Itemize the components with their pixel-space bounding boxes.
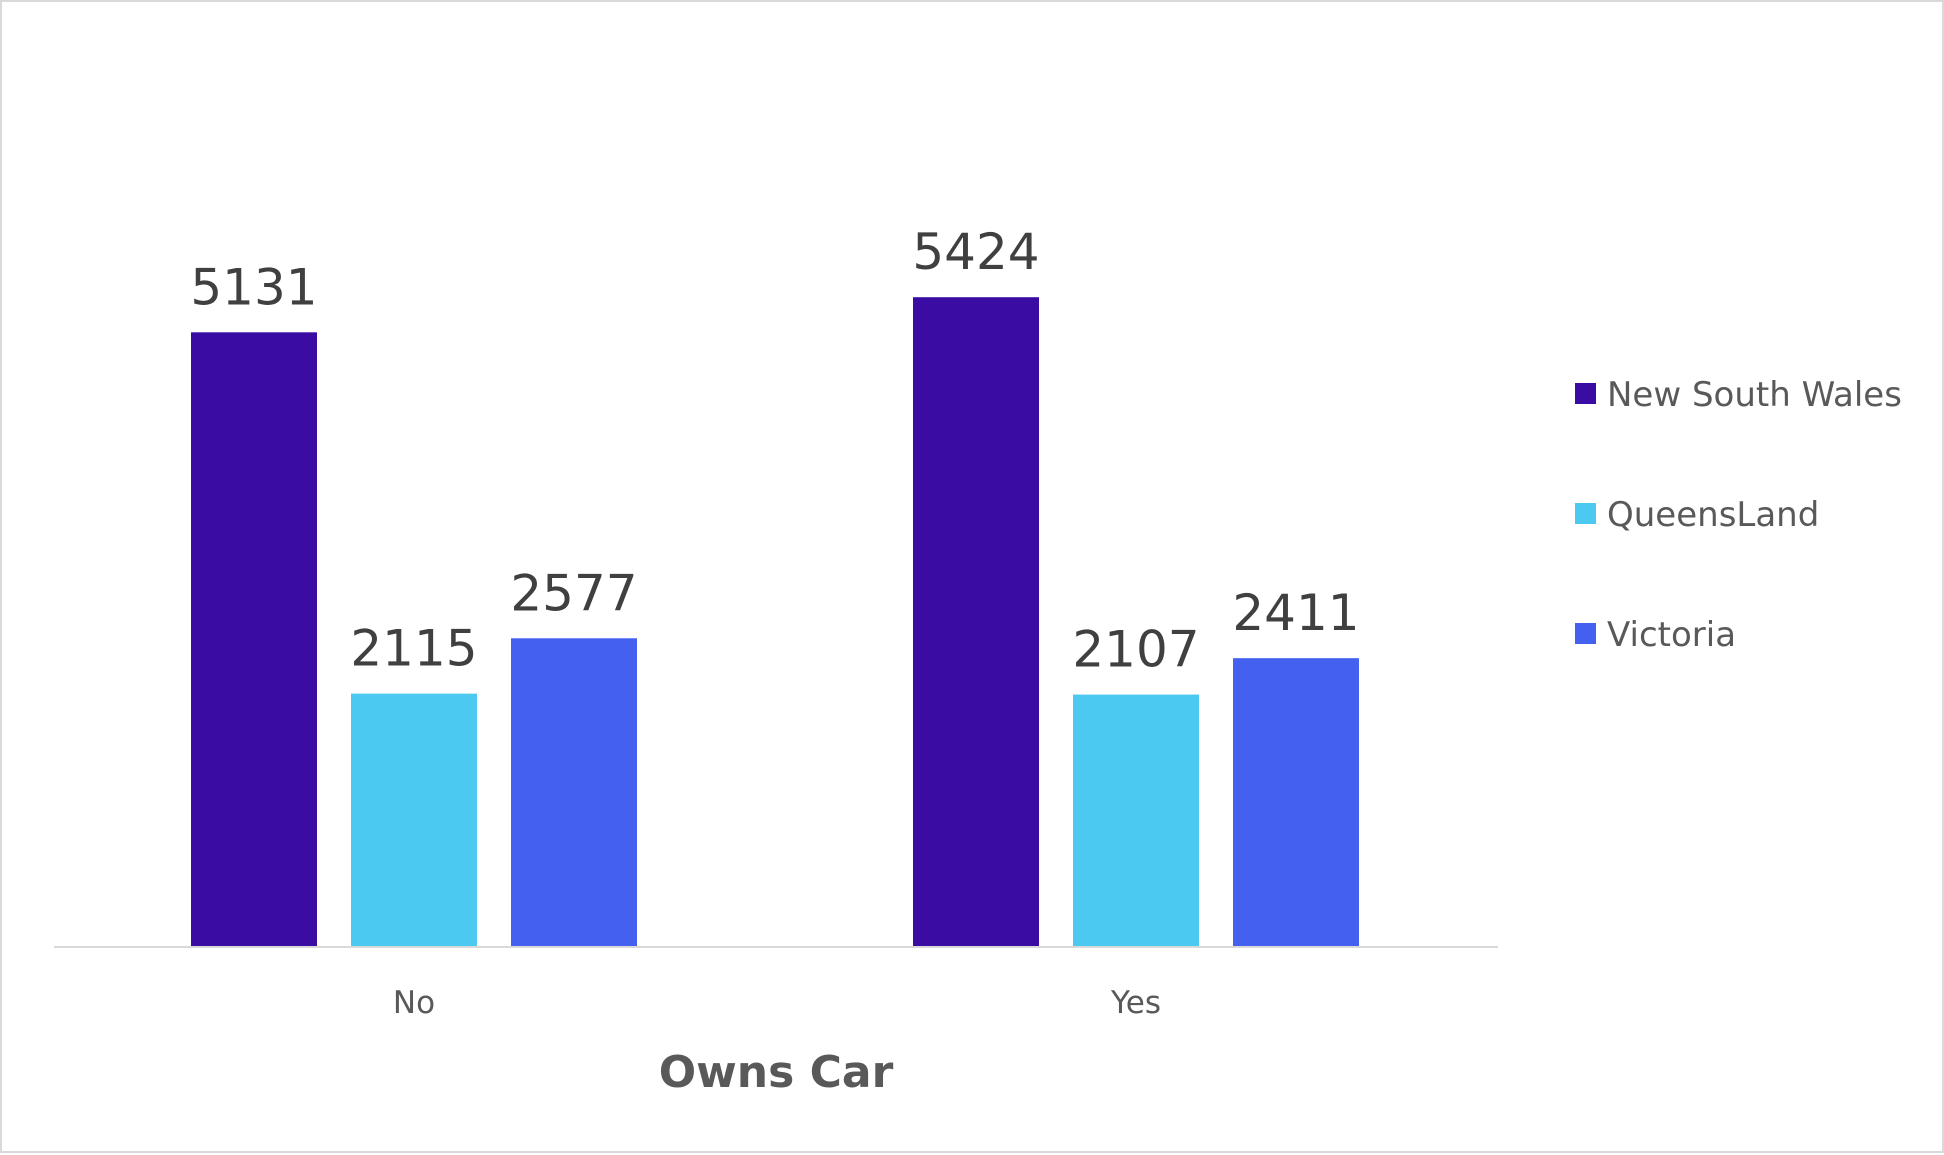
- bar-new-south-wales-no: [191, 332, 317, 947]
- data-label-new-south-wales-yes: 5424: [912, 223, 1039, 281]
- data-label-new-south-wales-no: 5131: [190, 258, 317, 316]
- data-label-queensland-no: 2115: [350, 620, 477, 678]
- legend-label-victoria: Victoria: [1607, 615, 1736, 655]
- data-labels-layer: 5131 2115 2577 5424 2107 2411: [190, 223, 1359, 678]
- bar-new-south-wales-yes: [913, 297, 1039, 947]
- legend-label-new-south-wales: New South Wales: [1607, 375, 1902, 415]
- x-axis-title: Owns Car: [659, 1047, 894, 1098]
- x-tick-label-no: No: [393, 985, 435, 1021]
- bar-queensland-no: [351, 693, 477, 947]
- bars-layer: [191, 297, 1359, 947]
- x-tick-labels: No Yes: [393, 985, 1161, 1021]
- data-label-victoria-yes: 2411: [1232, 584, 1359, 642]
- x-tick-label-yes: Yes: [1110, 985, 1161, 1021]
- legend-label-queensland: QueensLand: [1607, 495, 1819, 535]
- data-label-victoria-no: 2577: [510, 564, 637, 622]
- legend-swatch-queensland: [1575, 503, 1596, 524]
- data-label-queensland-yes: 2107: [1072, 621, 1199, 679]
- bar-victoria-yes: [1233, 658, 1359, 947]
- legend-swatch-new-south-wales: [1575, 383, 1596, 404]
- bar-victoria-no: [511, 638, 637, 947]
- legend: New South Wales QueensLand Victoria: [1575, 375, 1902, 655]
- legend-swatch-victoria: [1575, 623, 1596, 644]
- bar-queensland-yes: [1073, 694, 1199, 947]
